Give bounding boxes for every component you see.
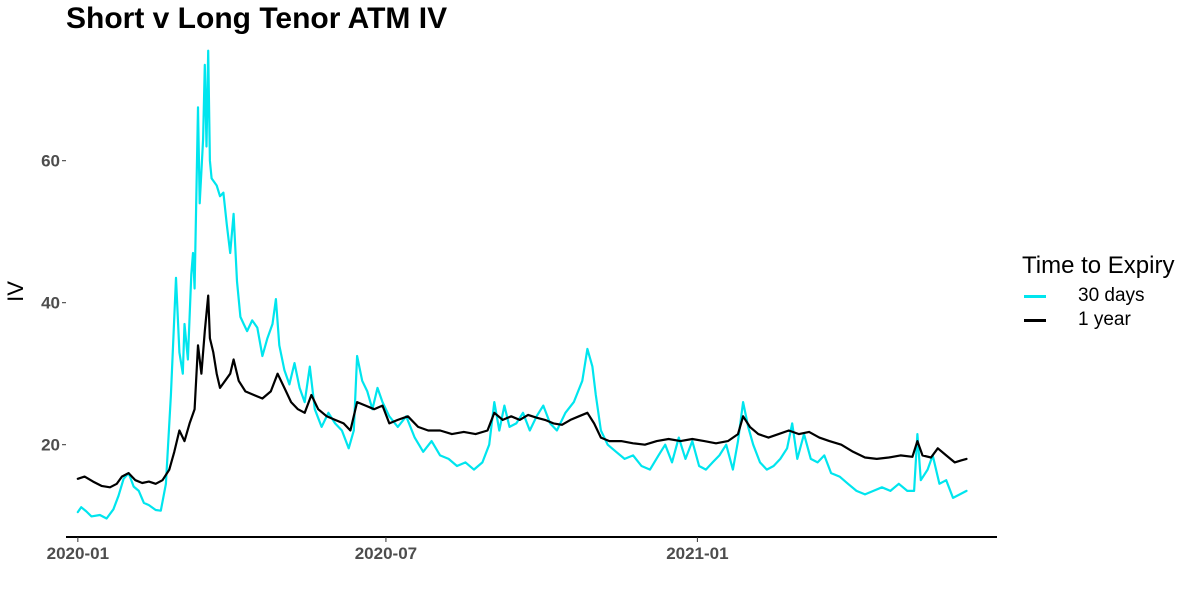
y-axis-title: IV [3, 281, 28, 302]
y-tick-label: 40 [41, 294, 60, 313]
x-tick-label: 2021-01 [666, 544, 728, 563]
legend-key-swatch [1024, 294, 1046, 298]
legend-item: 30 days [1022, 284, 1174, 308]
line-chart-plot: IV 20 40 60 2020-01 2020-07 2021-01 [3, 49, 997, 563]
chart-title: Short v Long Tenor ATM IV [66, 2, 448, 35]
x-tick-label: 2020-01 [47, 544, 109, 563]
series-line-short-tenor [76, 49, 968, 520]
x-axis: 2020-01 2020-07 2021-01 [47, 536, 997, 563]
legend: Time to Expiry 30 days 1 year [1022, 252, 1174, 332]
y-tick-label: 60 [41, 152, 60, 171]
series-lines [76, 49, 968, 520]
legend-items: 30 days 1 year [1022, 284, 1174, 332]
y-axis-title-group: IV [3, 281, 28, 302]
legend-key-swatch [1024, 318, 1046, 322]
legend-title: Time to Expiry [1022, 252, 1175, 279]
legend-label: 1 year [1078, 309, 1131, 330]
legend-item: 1 year [1022, 308, 1174, 332]
y-axis: 20 40 60 [41, 152, 66, 455]
x-tick-label: 2020-07 [355, 544, 417, 563]
y-tick-label: 20 [41, 436, 60, 455]
series-line-long-tenor [76, 294, 968, 489]
legend-label: 30 days [1078, 285, 1145, 306]
